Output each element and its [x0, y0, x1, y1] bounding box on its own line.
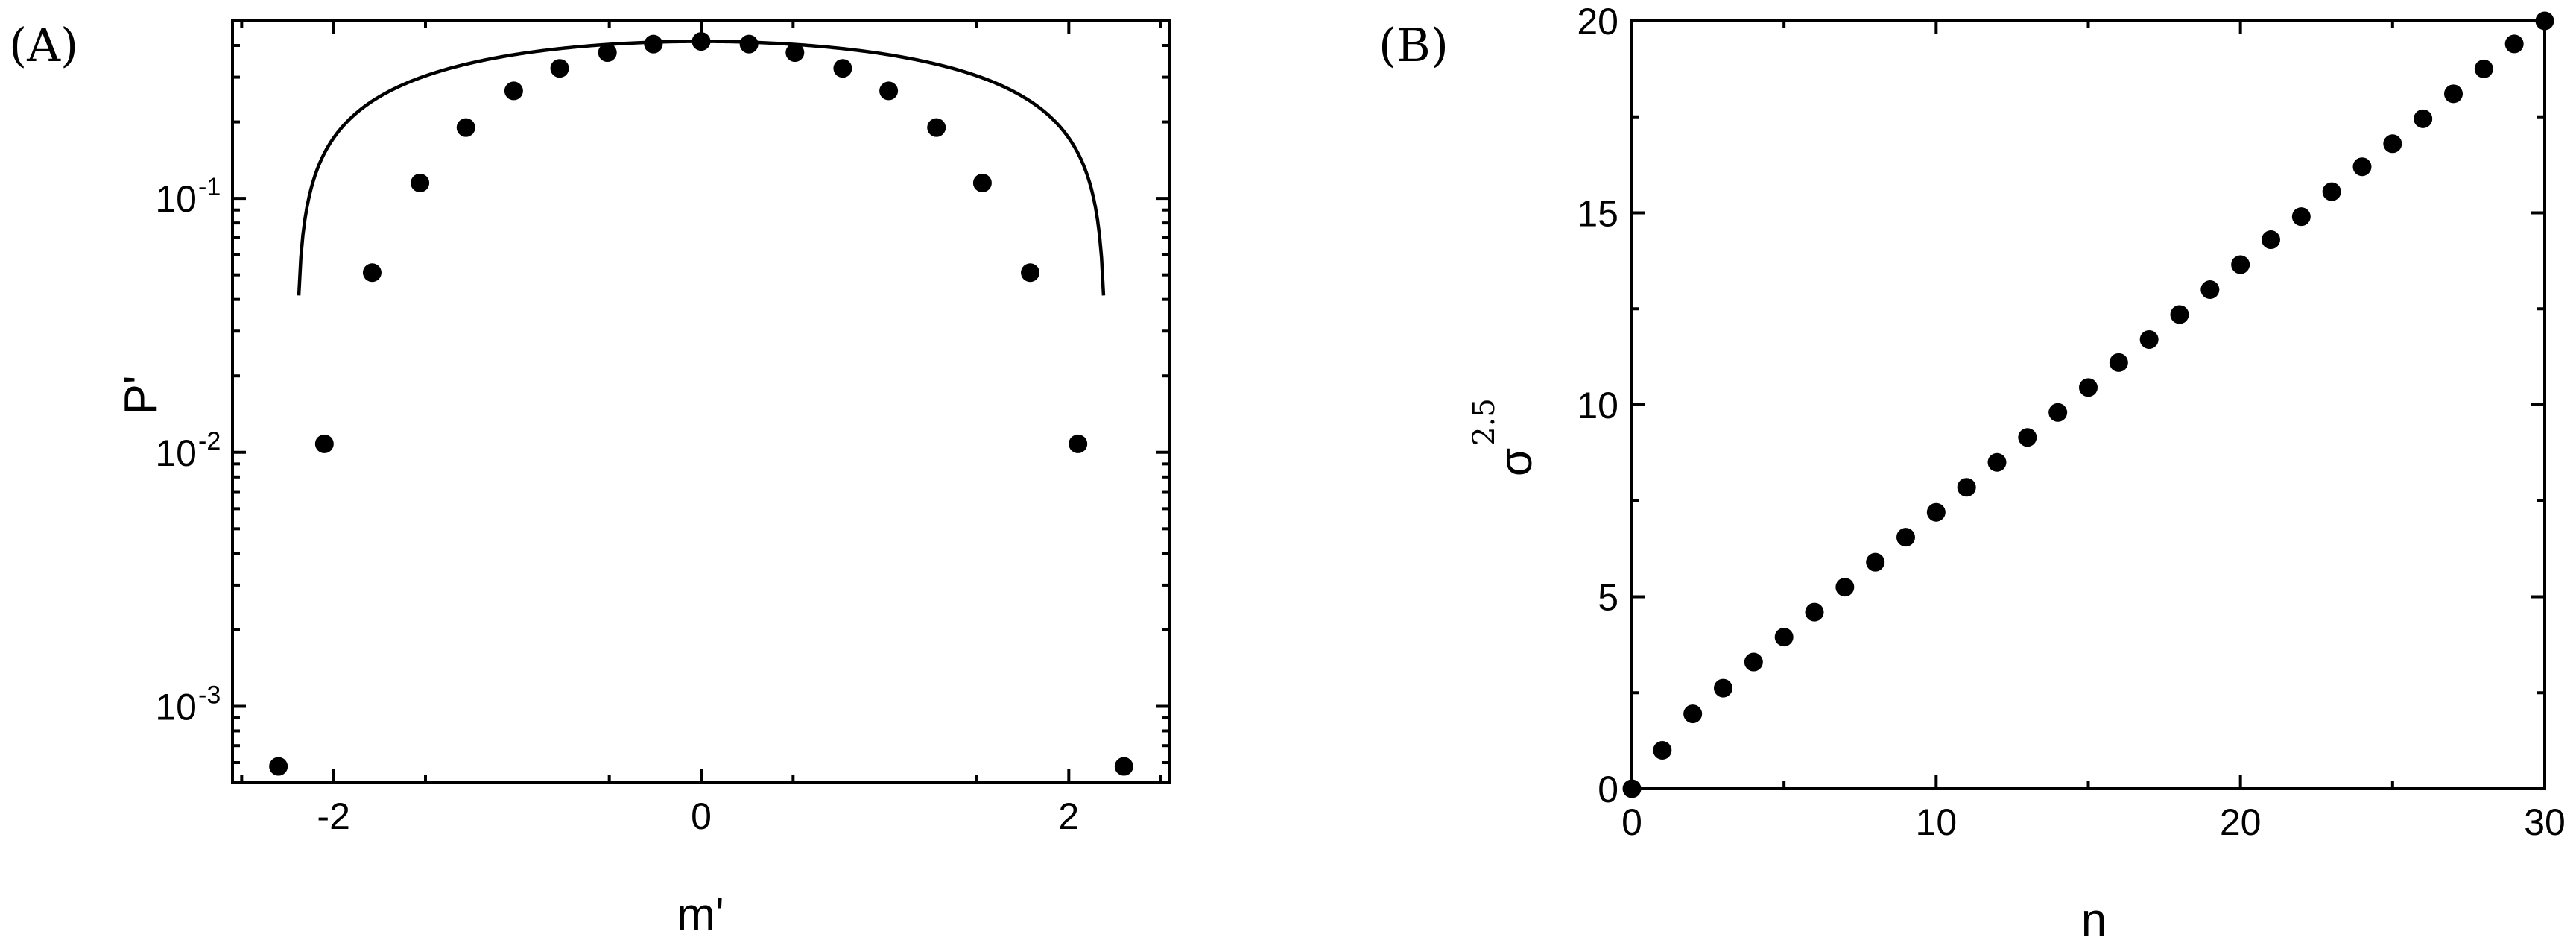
- panel-b-data-point: [1835, 578, 1855, 597]
- panel-b-data-point: [2018, 428, 2037, 447]
- panel-b-data-point: [1683, 704, 1703, 724]
- panel-b-y-tick-label: 5: [1598, 577, 1618, 619]
- panel-b-data-point: [1926, 502, 1946, 522]
- panel-b-data-point: [1774, 628, 1794, 647]
- panel-b-data-point: [2079, 378, 2098, 397]
- panel-a-frame: [231, 19, 1171, 784]
- panel-b-data-point: [2291, 207, 2311, 227]
- panel-a-data-point: [456, 118, 475, 137]
- panel-a-y-tick-label: 10: [155, 178, 197, 220]
- panel-a-data-point: [739, 34, 759, 54]
- panel-b-x-tick-label: 20: [2220, 801, 2262, 843]
- panel-b-data-point: [1653, 741, 1672, 760]
- panel-a-data-point: [927, 118, 946, 137]
- panel-a-data-point: [411, 173, 430, 192]
- panel-a-x-tick-label: 0: [691, 795, 712, 837]
- panel-a-data-point: [972, 173, 992, 192]
- panel-b-data-point: [1957, 478, 1976, 497]
- panel-a-y-axis-title: P': [115, 375, 167, 414]
- panel-a-y-tick-label-exp: -2: [198, 427, 221, 455]
- panel-a-x-axis-title: m': [677, 889, 724, 941]
- panel-a-plot-area: -2 0 210-110-210-3: [155, 19, 1171, 837]
- panel-a: (A) -2 0 210-110-210-3 m' P': [9, 18, 1171, 941]
- panel-b-data-point: [1987, 452, 2007, 472]
- panel-b-data-point: [2231, 255, 2250, 274]
- panel-b-data-point: [1714, 678, 1732, 698]
- panel-a-y-tick-label-exp: -3: [198, 681, 221, 709]
- panel-a-data-point: [1114, 757, 1133, 776]
- panel-a-x-tick-label: 2: [1058, 795, 1079, 837]
- panel-b-x-tick-label: 10: [1916, 801, 1958, 843]
- panel-b-y-tick-label: 10: [1577, 385, 1618, 426]
- panel-b-data-point: [2444, 84, 2463, 104]
- panel-a-data-point: [785, 43, 805, 63]
- panel-a-data-point: [550, 59, 569, 78]
- panel-b-data-point: [2352, 157, 2372, 177]
- panel-b-plot-area: 0 10 20 30 0 5 10 15 20: [1577, 1, 2565, 843]
- panel-a-data-point: [598, 43, 617, 63]
- panel-b-data-point: [1805, 602, 1824, 622]
- panel-a-data-point: [314, 434, 334, 453]
- panel-b-y-tick-label: 15: [1577, 193, 1618, 235]
- panel-b-data-point: [2200, 280, 2220, 299]
- panel-b-y-axis-title-sup: 2.5: [1467, 398, 1501, 446]
- panel-b-data-point: [2322, 182, 2341, 201]
- panel-b-data-point: [1866, 552, 1885, 572]
- panel-a-data-point: [269, 757, 288, 776]
- panel-b-y-axis-title: σ 2.5: [1467, 398, 1542, 476]
- panel-a-data-point: [833, 59, 852, 78]
- panel-b-data-point: [2474, 59, 2493, 78]
- panel-a-data-point: [1069, 434, 1088, 453]
- panel-b-frame: [1630, 19, 2546, 790]
- panel-a-x-tick-label: -2: [317, 795, 349, 837]
- panel-a-fit-curve: [297, 40, 1106, 296]
- panel-b-y-tick-label: 20: [1577, 1, 1618, 42]
- panel-b: (B) 0 10 20 30 0 5 10 15 20 n σ 2.5: [1379, 1, 2566, 946]
- panel-b-y-tick-label: 0: [1598, 769, 1618, 810]
- panel-a-data-point: [692, 32, 711, 51]
- panel-a-data-point: [644, 34, 663, 54]
- panel-a-data-point: [1021, 263, 1040, 283]
- panel-b-data-point: [2139, 329, 2159, 349]
- panel-b-data-point: [2504, 34, 2524, 54]
- panel-a-data-point: [504, 81, 523, 101]
- panel-b-data-point: [2109, 353, 2128, 372]
- panel-b-x-axis-title: n: [2081, 895, 2107, 946]
- panel-b-data-point: [2048, 403, 2068, 422]
- panel-a-data-point: [879, 81, 899, 101]
- panel-b-data-point: [2170, 305, 2189, 324]
- panel-b-data-point: [1744, 652, 1763, 672]
- panel-b-data-point: [2414, 109, 2433, 128]
- panel-b-y-axis-title-base: σ: [1490, 448, 1542, 476]
- panel-a-label: (A): [9, 18, 78, 72]
- panel-b-x-tick-label: 0: [1621, 801, 1642, 843]
- panel-a-y-tick-label: 10: [155, 686, 197, 728]
- panel-a-y-tick-label-exp: -1: [198, 173, 221, 201]
- panel-b-data-point: [1896, 528, 1915, 547]
- panel-b-label: (B): [1379, 18, 1449, 72]
- panel-b-x-tick-label: 30: [2524, 801, 2566, 843]
- panel-a-y-tick-label: 10: [155, 432, 197, 474]
- panel-a-data-point: [362, 263, 382, 283]
- panel-b-data-point: [2383, 134, 2402, 154]
- panel-b-data-point: [2262, 230, 2280, 250]
